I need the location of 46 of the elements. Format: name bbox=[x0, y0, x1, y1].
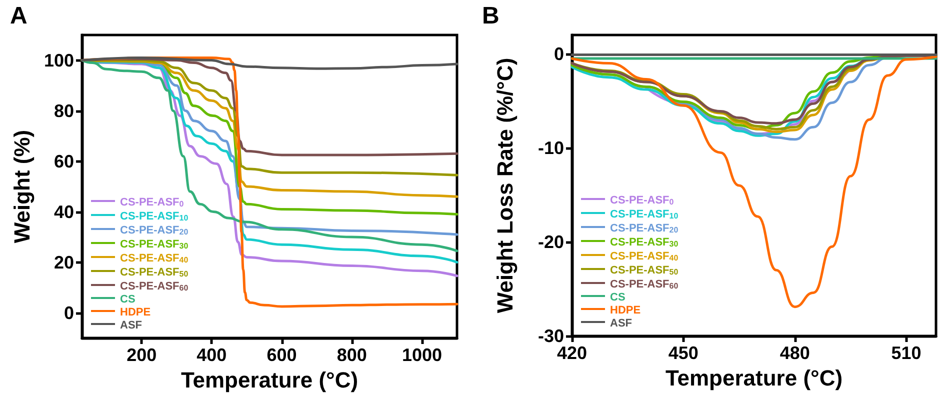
legend-label: CS-PE-ASF0 bbox=[120, 196, 184, 208]
legend-label: CS-PE-ASF60 bbox=[120, 280, 189, 292]
y-tick-label: 40 bbox=[54, 202, 74, 222]
y-tick-label: -30 bbox=[538, 326, 564, 346]
line-series bbox=[80, 56, 458, 70]
legend-label: CS-PE-ASF40 bbox=[610, 250, 679, 262]
y-tick-label: 100 bbox=[44, 50, 74, 70]
x-tick-label: 800 bbox=[336, 345, 367, 365]
y-tick-label: -20 bbox=[538, 232, 564, 252]
x-tick-label: 480 bbox=[780, 343, 810, 363]
y-tick-label: 80 bbox=[54, 100, 74, 121]
legend-label: CS-PE-ASF10 bbox=[610, 208, 679, 220]
x-axis-title: Temperature (°C) bbox=[180, 367, 358, 392]
legend-label: ASF bbox=[610, 318, 632, 330]
x-tick-label: 450 bbox=[668, 343, 698, 363]
legend-label: CS-PE-ASF60 bbox=[610, 278, 679, 290]
x-tick-label: 200 bbox=[126, 345, 157, 365]
x-axis-title: Temperature (°C) bbox=[665, 365, 843, 390]
legend-label: CS-PE-ASF30 bbox=[120, 238, 189, 250]
legend-label: CS-PE-ASF10 bbox=[120, 210, 189, 222]
legend-label: HDPE bbox=[610, 304, 641, 316]
y-tick-label: 20 bbox=[54, 252, 74, 272]
legend-label: ASF bbox=[120, 320, 142, 332]
text: A bbox=[10, 2, 28, 30]
x-tick-label: 510 bbox=[891, 343, 922, 363]
x-tick-label: 600 bbox=[266, 345, 297, 365]
legend-label: CS-PE-ASF0 bbox=[610, 194, 674, 206]
y-tick-label: 0 bbox=[64, 302, 74, 323]
legend-label: CS-PE-ASF40 bbox=[120, 252, 189, 264]
x-tick-label: 420 bbox=[556, 343, 588, 363]
legend-label: CS-PE-ASF20 bbox=[120, 224, 189, 236]
y-axis-title: Weight (%) bbox=[10, 130, 35, 244]
legend-label: HDPE bbox=[120, 306, 151, 318]
legend-label: CS bbox=[610, 292, 626, 304]
x-tick-label: 1000 bbox=[402, 345, 442, 365]
text: B bbox=[482, 2, 500, 30]
y-tick-label: 0 bbox=[554, 44, 564, 64]
y-axis-title: Weight Loss Rate (%/°C) bbox=[492, 58, 518, 314]
x-tick-label: 400 bbox=[196, 345, 227, 365]
legend-label: CS-PE-ASF50 bbox=[120, 266, 189, 278]
legend-label: CS-PE-ASF20 bbox=[610, 222, 679, 234]
y-tick-label: 60 bbox=[54, 151, 74, 172]
legend-label: CS-PE-ASF30 bbox=[610, 236, 679, 248]
legend-label: CS-PE-ASF50 bbox=[610, 264, 679, 276]
legend-label: CS bbox=[120, 294, 136, 306]
y-tick-label: -10 bbox=[538, 138, 564, 158]
